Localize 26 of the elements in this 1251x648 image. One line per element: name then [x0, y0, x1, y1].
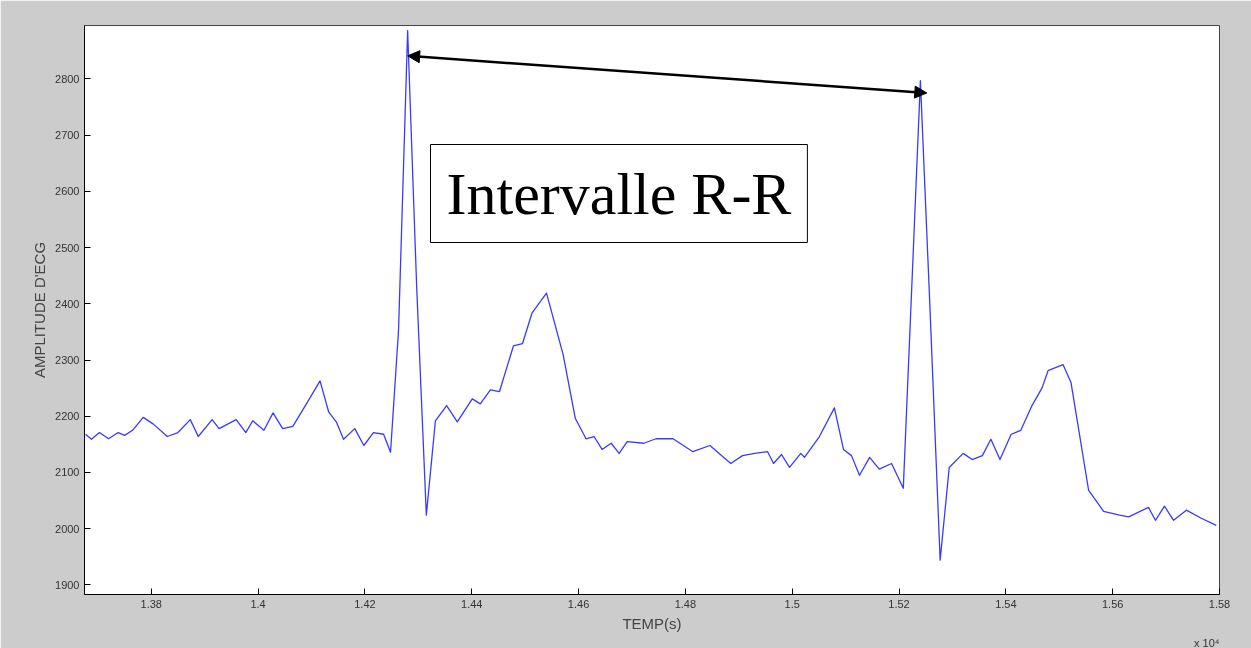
- y-tick-label: 2400: [55, 297, 80, 310]
- x-tick-label: 1.38: [140, 597, 162, 610]
- x-tick-label: 1.42: [354, 597, 376, 610]
- y-axis-title: AMPLITUDE D'ECG: [31, 241, 49, 379]
- y-tick-label: 2700: [55, 129, 80, 142]
- y-tick-label: 2100: [55, 466, 80, 479]
- y-tick-label: 2500: [55, 241, 80, 254]
- x-tick-label: 1.46: [567, 597, 590, 610]
- x-tick-label: 1.58: [1208, 597, 1231, 610]
- y-tick-label: 2300: [55, 354, 80, 367]
- x-tick-label: 1.56: [1101, 597, 1124, 610]
- x-tick-label: 1.44: [461, 597, 483, 610]
- y-tick-label: 1900: [55, 578, 80, 591]
- y-tick-label: 2600: [55, 185, 80, 198]
- x-tick-label: 1.48: [674, 597, 697, 610]
- y-tick-label: 2200: [55, 410, 80, 423]
- x-tick-label: 1.4: [250, 597, 266, 610]
- line-series: [84, 29, 1217, 561]
- x-axis-title: TEMP(s): [622, 614, 682, 632]
- x-tick-label: 1.5: [784, 597, 800, 610]
- x-tick-label: 1.54: [995, 597, 1017, 610]
- y-tick-label: 2800: [55, 72, 80, 85]
- annotation: Intervalle R-R: [446, 160, 792, 227]
- text: x 10⁴: [1193, 636, 1220, 648]
- x-tick-label: 1.52: [888, 597, 910, 610]
- y-tick-label: 2000: [55, 522, 80, 535]
